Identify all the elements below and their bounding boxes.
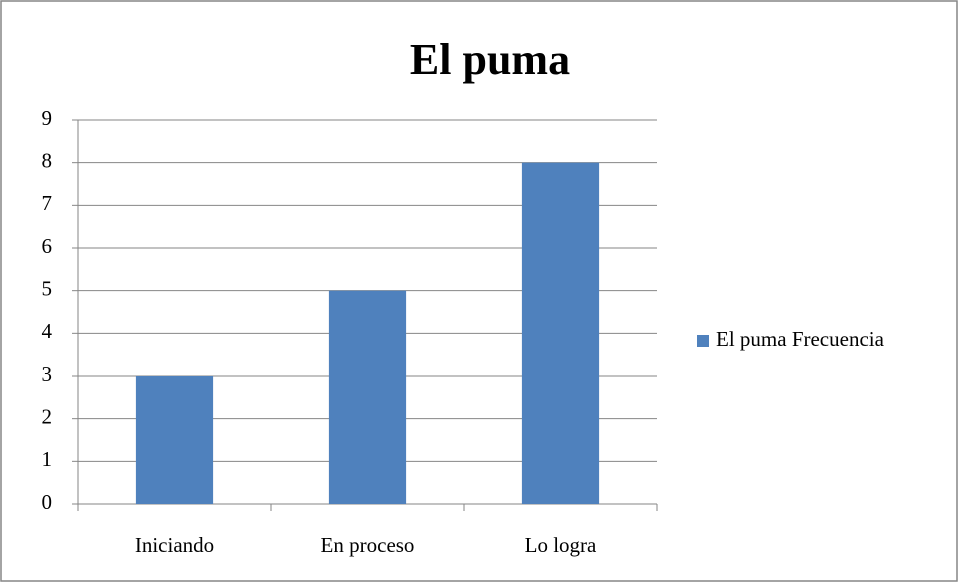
chart-title: El puma [410,35,570,84]
y-tick-label: 6 [42,234,53,258]
x-tick-label: Lo logra [525,533,597,557]
y-tick-label: 9 [42,106,53,130]
y-tick-label: 1 [42,447,53,471]
y-tick-label: 7 [42,191,53,215]
legend-swatch [697,335,709,347]
legend-label: El puma Frecuencia [716,327,885,351]
y-tick-label: 2 [42,404,53,428]
x-tick-label: Iniciando [135,533,214,557]
y-tick-label: 5 [42,276,53,300]
y-tick-label: 3 [42,362,53,386]
bar [135,376,214,504]
y-tick-label: 0 [42,490,53,514]
bar [328,290,407,504]
y-tick-label: 4 [42,319,53,343]
y-tick-label: 8 [42,148,53,172]
x-tick-label: En proceso [321,533,415,557]
bar [521,162,600,504]
